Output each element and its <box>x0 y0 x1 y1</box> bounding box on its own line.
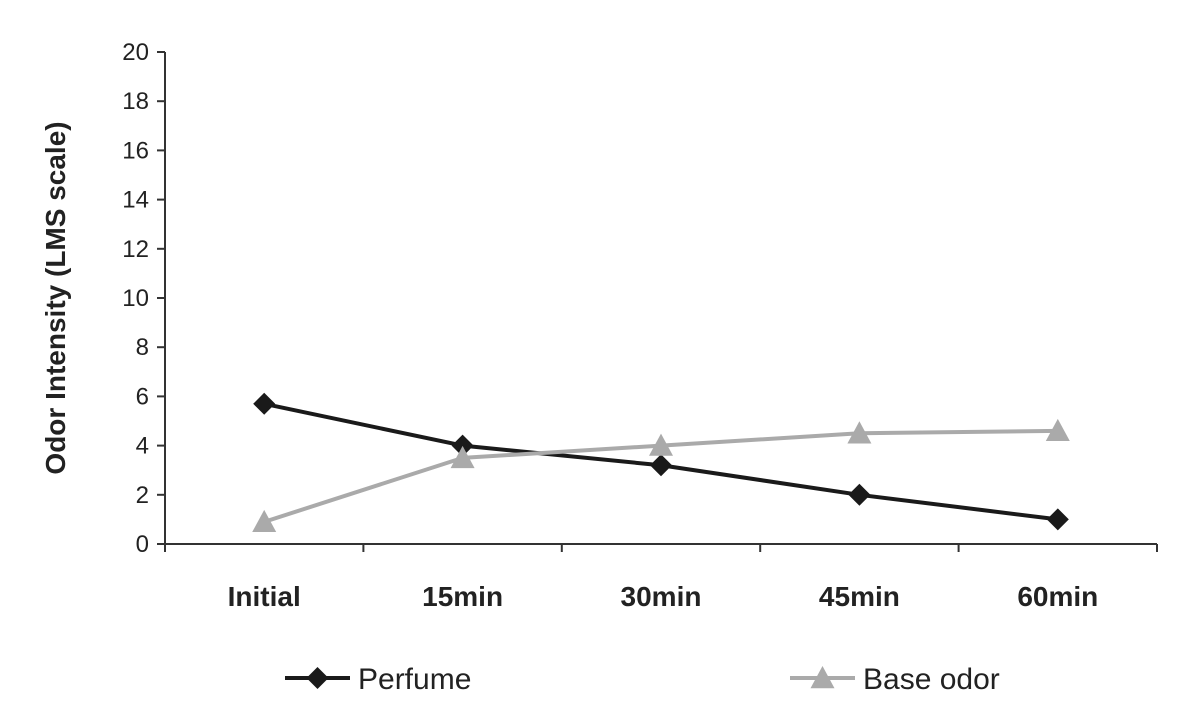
y-axis: 0 2 4 6 8 10 12 14 16 18 20 <box>122 39 166 558</box>
y-tick-label: 4 <box>136 433 149 460</box>
x-tick-label: Initial <box>228 581 301 612</box>
data-point <box>450 445 475 469</box>
data-point <box>1045 418 1070 442</box>
y-tick-label: 2 <box>136 482 149 509</box>
data-point <box>1046 508 1069 531</box>
legend-label: Base odor <box>863 663 1000 696</box>
y-tick-label: 10 <box>122 285 149 312</box>
y-tick-label: 14 <box>122 187 149 214</box>
y-tick-label: 8 <box>136 334 149 361</box>
legend-item: Perfume <box>285 663 471 696</box>
x-axis: Initial 15min 30min 45min 60min <box>164 543 1158 612</box>
data-point <box>847 421 872 444</box>
legend-marker <box>306 667 329 689</box>
series-base-odor <box>252 418 1070 533</box>
legend-marker <box>810 666 835 689</box>
x-tick-label: 45min <box>819 581 900 612</box>
y-tick-label: 18 <box>122 88 149 115</box>
series-perfume <box>253 392 1069 531</box>
data-point <box>451 434 474 457</box>
data-point <box>252 509 277 533</box>
data-point <box>650 454 672 477</box>
y-tick-label: 20 <box>122 39 149 66</box>
x-tick-label: 30min <box>621 581 702 612</box>
legend-label: Perfume <box>358 663 471 696</box>
data-point <box>649 433 673 456</box>
legend-item: Base odor <box>790 663 1000 696</box>
legend: Perfume Base odor <box>285 663 1000 696</box>
y-tick-label: 6 <box>136 383 149 410</box>
x-tick-label: 60min <box>1017 581 1098 612</box>
series-layer <box>252 392 1070 533</box>
y-tick-label: 16 <box>122 137 149 164</box>
data-point <box>253 392 276 415</box>
x-tick-label: 15min <box>422 581 503 612</box>
y-tick-label: 12 <box>122 236 149 263</box>
data-point <box>848 483 871 506</box>
y-axis-title: Odor Intensity (LMS scale) <box>40 121 71 474</box>
y-tick-label: 0 <box>136 531 149 558</box>
